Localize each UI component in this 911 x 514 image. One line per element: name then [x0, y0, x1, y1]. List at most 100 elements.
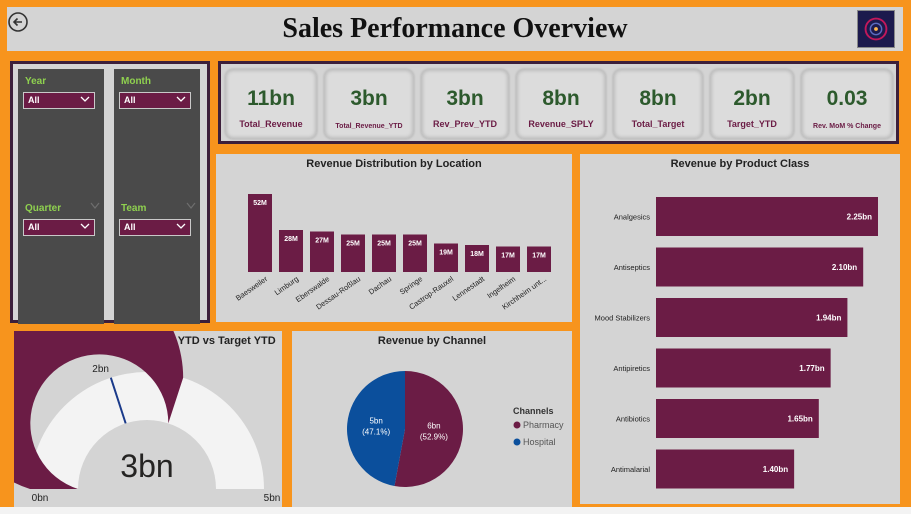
year-value: All — [28, 95, 40, 105]
product-class-tick-label: Antibiotics — [616, 415, 650, 424]
month-slicer: Month All — [114, 69, 200, 197]
location-bar[interactable] — [372, 234, 396, 273]
legend-label-pharmacy[interactable]: Pharmacy — [523, 420, 564, 430]
product-class-bar-chart: 2.25bn Analgesics 2.10bn Antiseptics 1.94bn M… — [595, 197, 878, 489]
product-class-data-label: 2.10bn — [832, 263, 857, 272]
month-label: Month — [121, 76, 151, 87]
product-class-data-label: 1.40bn — [763, 465, 788, 474]
pie-slice-pharmacy[interactable] — [394, 371, 463, 487]
taskbar-strip — [0, 507, 911, 514]
product-class-bar[interactable] — [656, 247, 864, 287]
location-bar[interactable] — [403, 234, 427, 273]
product-class-bar[interactable] — [656, 197, 878, 236]
product-class-chart-panel: Revenue by Product Class 2.25bn Analgesic… — [580, 154, 900, 504]
gauge-target-label: 2bn — [92, 364, 109, 375]
location-bar-data-label: 27M — [315, 238, 329, 245]
channel-pie-chart: 6bn (52.9%) 5bn (47.1%) Channels Pharmacy Hosp… — [346, 371, 564, 487]
location-bar-data-label: 19M — [439, 250, 453, 257]
pie-slice-value-label: 5bn — [369, 416, 382, 425]
location-bar-data-label: 25M — [408, 241, 422, 248]
page-title: Sales Performance Overview — [282, 13, 628, 44]
company-logo — [857, 10, 895, 48]
kpi-card-rev-mom-change: 0.03 Rev. MoM % Change — [801, 69, 893, 139]
kpi-value: 3bn — [350, 87, 388, 110]
kpi-value: 2bn — [733, 87, 771, 110]
product-class-data-label: 1.65bn — [787, 415, 812, 424]
month-value: All — [124, 95, 136, 105]
kpi-value: 0.03 — [826, 87, 868, 110]
kpi-label: Total_Target — [631, 119, 685, 129]
kpi-label: Rev. MoM % Change — [813, 123, 881, 130]
gauge-value-arc[interactable] — [14, 331, 184, 489]
kpi-strip: 11bn Total_Revenue 3bn Total_Revenue_YTD… — [218, 61, 899, 144]
location-bar-chart: 52MBaesweiler28MLimburg27MEberswalde25MD… — [234, 194, 551, 312]
product-class-tick-label: Antimalarial — [611, 465, 651, 474]
kpi-card-total-target: 8bn Total_Target — [613, 69, 703, 139]
product-class-tick-label: Analgesics — [614, 213, 651, 222]
legend-label-hospital[interactable]: Hospital — [523, 437, 556, 447]
location-bar[interactable] — [341, 234, 365, 273]
kpi-value: 11bn — [247, 87, 295, 110]
month-dropdown[interactable]: All — [119, 92, 191, 109]
location-bar[interactable] — [496, 246, 520, 273]
product-class-tick-label: Antipiretics — [613, 364, 650, 373]
product-class-bar[interactable] — [656, 449, 795, 489]
header-bar: Sales Performance Overview — [7, 7, 903, 51]
location-bar[interactable] — [310, 231, 334, 273]
location-bar-data-label: 18M — [470, 251, 484, 258]
product-class-tick-label: Antiseptics — [614, 263, 651, 272]
gauge-value-label: 3bn — [120, 448, 173, 484]
gauge-min-label: 0bn — [32, 493, 49, 504]
location-tick-label: Limburg — [273, 274, 300, 297]
kpi-label: Target_YTD — [727, 119, 777, 129]
kpi-label: Total_Revenue_YTD — [335, 123, 403, 130]
year-slicer: Year All — [18, 69, 104, 197]
gauge-target-marker — [109, 377, 127, 424]
gauge-max-label: 5bn — [264, 493, 281, 504]
year-dropdown[interactable]: All — [23, 92, 95, 109]
kpi-value: 8bn — [542, 87, 580, 110]
kpi-card-rev-prev-ytd: 3bn Rev_Prev_YTD — [421, 69, 509, 139]
product-class-bar[interactable] — [656, 348, 831, 388]
location-tick-label: Dachau — [367, 274, 393, 296]
location-bar-data-label: 17M — [501, 253, 515, 260]
pie-legend-title: Channels — [513, 406, 554, 416]
pie-slice-hospital[interactable] — [346, 371, 405, 487]
location-bar-data-label: 17M — [532, 253, 546, 260]
location-bar[interactable] — [527, 246, 551, 273]
product-class-data-label: 2.25bn — [847, 213, 872, 222]
location-bar[interactable] — [248, 194, 272, 272]
product-class-bar[interactable] — [656, 298, 848, 337]
location-chart-panel: Revenue Distribution by Location 52M Baes… — [216, 154, 572, 322]
gauge-panel: Actual Revenue Performance YTD vs Target… — [14, 331, 282, 507]
chevron-down-icon — [80, 223, 90, 229]
product-class-tick-label: Mood Stabilizers — [595, 314, 651, 323]
clear-filter-icon[interactable] — [186, 202, 196, 210]
legend-marker-hospital — [513, 438, 521, 446]
revenue-gauge: 2bn 3bn 0bn 5bn — [14, 331, 281, 504]
quarter-dropdown[interactable]: All — [23, 219, 95, 236]
kpi-value: 3bn — [446, 87, 484, 110]
kpi-label: Rev_Prev_YTD — [432, 119, 498, 129]
location-bar[interactable] — [434, 243, 458, 273]
product-class-bar[interactable] — [656, 399, 819, 438]
filters-panel: Year All Month All Quarter All Team — [10, 61, 210, 324]
clear-filter-icon[interactable] — [90, 202, 100, 210]
product-class-data-label: 1.94bn — [816, 314, 841, 323]
team-dropdown[interactable]: All — [119, 219, 191, 236]
location-bar[interactable] — [465, 245, 489, 272]
pie-slice-percent-label: (52.9%) — [420, 433, 448, 442]
location-bar-data-label: 25M — [377, 241, 391, 248]
location-bar[interactable] — [279, 230, 303, 272]
pie-slice-percent-label: (47.1%) — [362, 427, 390, 436]
kpi-card-revenue-sply: 8bn Revenue_SPLY — [516, 69, 606, 139]
kpi-card-total-revenue-ytd: 3bn Total_Revenue_YTD — [324, 69, 414, 139]
back-arrow-icon[interactable] — [7, 11, 29, 33]
channel-pie-panel: Revenue by Channel 6bn (52.9%) 5bn (47.1%) C… — [292, 331, 572, 507]
pie-slice-value-label: 6bn — [427, 422, 440, 431]
kpi-card-total-revenue: 11bn Total_Revenue — [225, 69, 317, 139]
channel-pie-title: Revenue by Channel — [377, 335, 487, 347]
location-chart-title: Revenue Distribution by Location — [306, 158, 482, 170]
gauge-track[interactable] — [30, 372, 264, 489]
